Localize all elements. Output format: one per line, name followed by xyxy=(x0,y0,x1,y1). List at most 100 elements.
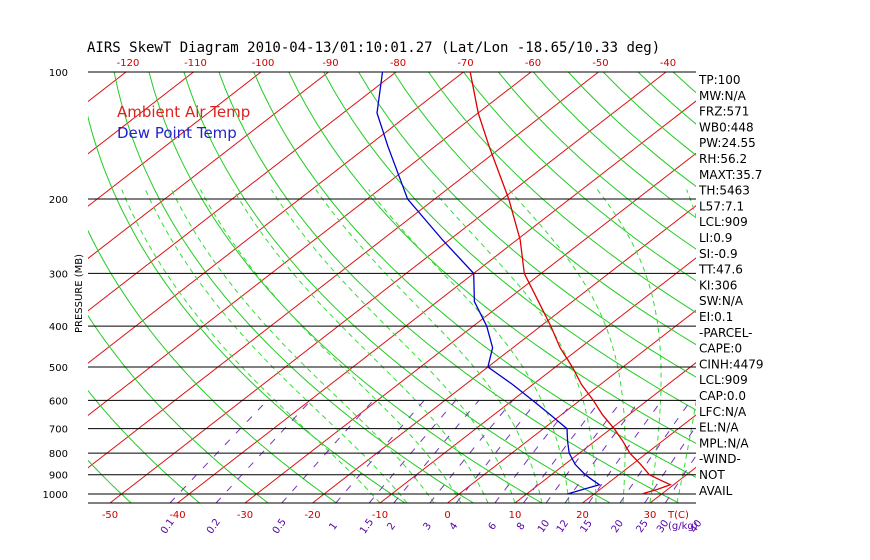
dry-adiabat-line xyxy=(88,314,269,503)
top-temp-tick-label: -120 xyxy=(117,58,140,69)
sounding-profiles xyxy=(376,72,673,495)
mixing-ratio-tick-label: 12 xyxy=(555,518,571,535)
mixing-ratio-tick-label: 4 xyxy=(448,521,461,533)
dry-adiabat-line xyxy=(88,229,337,503)
bottom-temperature-tick-labels: -50 -40 -30 -20 -10 0 10 20 30 xyxy=(102,510,657,521)
bottom-temp-tick-label: -50 xyxy=(102,510,118,521)
dry-adiabat-line xyxy=(148,72,543,503)
moist-adiabat-line xyxy=(596,189,662,503)
index-item: -PARCEL- xyxy=(699,326,753,340)
pressure-tick-label: 100 xyxy=(49,68,68,79)
legend-entry-air-temp: Ambient Air Temp xyxy=(117,103,250,121)
legend-entry-dew-point: Dew Point Temp xyxy=(117,124,237,142)
dry-adiabat-line xyxy=(218,72,680,503)
moist-adiabat-line xyxy=(270,189,516,503)
dry-adiabat-line xyxy=(428,72,696,314)
bottom-temp-tick-label: -40 xyxy=(169,510,185,521)
dry-adiabat-line xyxy=(393,72,696,346)
index-item: MAXT:35.7 xyxy=(699,168,762,182)
dry-adiabat-line xyxy=(88,459,132,503)
mixing-ratio-tick-label: 6 xyxy=(487,521,500,533)
dry-adiabat-line xyxy=(113,72,474,503)
moist-adiabat-line xyxy=(432,189,597,503)
moist-adiabat-line xyxy=(315,189,543,503)
pressure-tick-label: 300 xyxy=(49,269,68,280)
mixing-ratio-line xyxy=(368,400,457,503)
mixing-ratio-line xyxy=(588,400,663,503)
top-temp-tick-label: -40 xyxy=(660,58,676,69)
isobars xyxy=(88,71,696,504)
moist-adiabat-line xyxy=(170,189,435,503)
index-item: LCL:909 xyxy=(699,373,748,387)
background-grid xyxy=(0,72,870,503)
mixing-ratio-line xyxy=(393,400,480,503)
isotherm-line xyxy=(312,205,696,503)
isotherm-line xyxy=(88,72,262,207)
dry-adiabat-line xyxy=(0,72,63,503)
isotherm-line xyxy=(88,72,397,312)
mixing-ratio-line xyxy=(169,400,268,503)
index-item: EI:0.1 xyxy=(699,310,733,324)
isotherm-line xyxy=(88,72,532,417)
top-temp-tick-label: -70 xyxy=(457,58,473,69)
dry-adiabat-line xyxy=(463,72,696,282)
index-item: AVAIL xyxy=(699,484,733,498)
mixing-ratio-tick-label: 8 xyxy=(515,521,528,533)
bottom-temp-tick-label: 0 xyxy=(444,510,450,521)
isotherm-line xyxy=(514,362,696,503)
moist-adiabat-line xyxy=(144,189,408,503)
index-item: CAPE:0 xyxy=(699,342,742,356)
series-line-air-temp xyxy=(469,72,673,495)
isotherm-line xyxy=(88,72,464,364)
top-temp-tick-label: -50 xyxy=(592,58,608,69)
bottom-temp-tick-label: 10 xyxy=(509,510,522,521)
isotherm-line xyxy=(785,72,870,503)
top-temp-tick-label: -80 xyxy=(390,58,406,69)
mixing-ratio-tick-label: 20 xyxy=(610,518,626,535)
index-item: MW:N/A xyxy=(699,89,747,103)
bottom-temp-tick-label: -20 xyxy=(304,510,320,521)
pressure-tick-labels: 100 200 300 400 500 600 700 800 900 1000 xyxy=(43,68,68,501)
top-temp-tick-label: -60 xyxy=(525,58,541,69)
mixing-ratio-tick-label: 0.5 xyxy=(271,517,289,536)
index-item: NOT xyxy=(699,468,725,482)
index-item: EL:N/A xyxy=(699,421,739,435)
isotherm-line xyxy=(582,414,696,503)
index-item: L57:7.1 xyxy=(699,199,744,213)
index-item: WB0:448 xyxy=(699,120,754,134)
moist-adiabat-line xyxy=(121,189,381,503)
mixing-ratio-tick-label: 0.2 xyxy=(205,517,223,536)
pressure-tick-label: 1000 xyxy=(43,490,68,501)
mixing-ratio-line xyxy=(523,400,601,503)
index-item: MPL:N/A xyxy=(699,436,749,450)
bottom-temp-unit: T(C) xyxy=(667,510,689,521)
isotherm-line xyxy=(88,72,194,155)
chart-title: AIRS SkewT Diagram 2010-04-13/01:10:01.2… xyxy=(87,40,660,56)
mixing-ratio-line xyxy=(335,400,425,503)
mixing-ratio-line xyxy=(545,400,623,503)
index-item: TP:100 xyxy=(698,73,741,87)
mixing-ratio-line xyxy=(494,400,575,503)
isotherm-line xyxy=(177,100,696,503)
index-item: TT:47.6 xyxy=(698,263,743,277)
index-item: CINH:4479 xyxy=(699,357,764,371)
isotherm-line xyxy=(88,72,599,469)
dry-adiabat-line xyxy=(88,389,200,503)
pressure-tick-label: 200 xyxy=(49,195,68,206)
top-temp-tick-label: -110 xyxy=(184,58,207,69)
moist-adiabat-line xyxy=(731,190,824,503)
isotherm-line xyxy=(447,309,696,503)
pressure-tick-label: 800 xyxy=(49,449,68,460)
mixing-ratio-tick-label: 2 xyxy=(385,521,398,533)
mixing-ratio-line xyxy=(455,400,538,503)
series-line-dew-point xyxy=(376,72,601,495)
moist-adiabat-line xyxy=(508,189,626,503)
dry-adiabat-line xyxy=(183,72,611,503)
top-temp-tick-label: -90 xyxy=(322,58,338,69)
index-item: CAP:0.0 xyxy=(699,389,746,403)
dry-adiabat-line xyxy=(743,72,870,503)
index-item: -WIND- xyxy=(699,452,741,466)
mixing-ratio-line xyxy=(644,425,696,503)
pressure-tick-label: 900 xyxy=(49,471,68,482)
